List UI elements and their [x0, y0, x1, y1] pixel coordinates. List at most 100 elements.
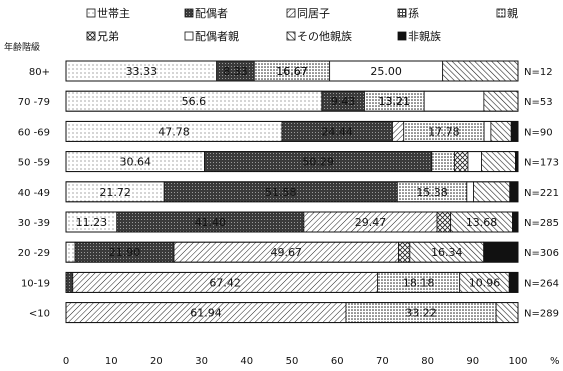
bar-segment-7-8	[508, 271, 519, 293]
n-label-0: N=12	[524, 67, 553, 78]
n-label-6: N=306	[524, 248, 559, 259]
data-label-1-2: 13.21	[379, 95, 411, 108]
bar-outline-6	[65, 241, 519, 263]
bar-segment-6-5	[398, 241, 411, 263]
bar-segment-5-5	[436, 211, 452, 233]
legend-label-7: その他親族	[297, 29, 352, 43]
bar-segment-2-6	[483, 121, 492, 142]
bar-outline-7	[65, 271, 519, 293]
legend-label-1: 配偶者	[195, 7, 228, 20]
legend-label-2: 同居子	[297, 7, 330, 20]
data-label-1-0: 56.6	[182, 95, 207, 108]
category-label-1: 70 -79	[18, 97, 50, 108]
bar-segment-5-8	[512, 211, 519, 233]
bar-outline-4	[65, 181, 519, 203]
bar-segment-1-7	[483, 90, 519, 112]
category-label-2: 60 -69	[18, 127, 50, 138]
data-label-0-2: 16.67	[276, 65, 308, 78]
x-tick-label-1: 10	[105, 356, 118, 367]
category-label-6: 20 -29	[18, 248, 50, 259]
x-axis-label: %	[550, 356, 560, 367]
legend-label-5: 兄弟	[97, 30, 119, 43]
data-label-2-1: 24.44	[321, 125, 353, 138]
legend-label-0: 世帯主	[97, 7, 130, 20]
x-tick-label-7: 70	[376, 356, 389, 367]
data-label-7-1: 18.18	[403, 276, 435, 289]
data-label-2-0: 47.78	[158, 125, 190, 138]
bar-outline-0	[65, 60, 519, 82]
data-label-6-0: 21.90	[109, 246, 141, 259]
legend-swatch-8	[397, 31, 407, 41]
data-label-6-2: 16.34	[431, 246, 463, 259]
bar-outline-5	[65, 211, 519, 233]
bar-outline-8	[65, 302, 519, 324]
legend-swatch-4	[496, 8, 506, 18]
category-label-7: 10-19	[21, 278, 50, 289]
data-label-1-1: 9.43	[331, 95, 356, 108]
x-tick-label-0: 0	[63, 356, 69, 367]
legend-swatch-0	[86, 8, 96, 18]
data-label-7-2: 10.96	[469, 276, 501, 289]
data-label-3-0: 30.64	[119, 156, 151, 169]
bar-segment-4-6	[466, 181, 475, 203]
legend-swatch-5	[86, 31, 96, 41]
data-label-5-2: 29.47	[355, 216, 387, 229]
data-label-8-1: 33.22	[405, 307, 437, 320]
bar-segment-3-5	[454, 151, 469, 173]
x-axis: 0 10 20 30 40 50 60 70 80 90 100	[63, 356, 528, 367]
x-tick-label-10: 100	[508, 356, 527, 367]
data-label-1-3: 13.21	[379, 95, 411, 108]
bar-outline-1	[65, 90, 519, 112]
bar-segment-6-0	[65, 241, 76, 263]
bar-outline-2	[65, 120, 519, 142]
x-tick-label-4: 40	[240, 356, 253, 367]
data-label-0-3: 25.00	[370, 65, 402, 78]
data-label-5-3: 13.68	[466, 216, 498, 229]
data-label-5-1: 41.40	[195, 216, 227, 229]
category-label-4: 40 -49	[18, 188, 50, 199]
n-label-3: N=173	[524, 158, 559, 169]
n-label-1: N=53	[524, 97, 553, 108]
bar-segment-3-6	[467, 151, 482, 173]
data-label-8-0: 61.94	[190, 307, 222, 320]
data-label-0-0: 33.33	[126, 65, 158, 78]
data-label-0-4: 16.67	[276, 65, 308, 78]
n-label-4: N=221	[524, 188, 559, 199]
data-label-4-1: 51.58	[265, 186, 297, 199]
n-label-5: N=285	[524, 218, 559, 229]
bar-segment-6-8	[483, 241, 519, 263]
data-label-6-1: 49.67	[271, 246, 303, 259]
bar-segment-2-8	[510, 121, 519, 142]
category-label-8: <10	[29, 309, 50, 320]
n-label-8: N=289	[524, 309, 559, 320]
data-label-3-1: 50.29	[302, 156, 334, 169]
legend-label-3: 孫	[408, 7, 419, 20]
data-label-4-0: 21.72	[99, 186, 131, 199]
data-label-4-2: 15.38	[416, 186, 448, 199]
bar-segment-4-7	[473, 181, 511, 203]
x-tick-label-9: 90	[466, 356, 479, 367]
n-labels: N=12 N=53 N=90 N=173 N=221 N=285 N=306 N=264 N=2…	[524, 67, 559, 320]
bar-segment-3-7	[481, 151, 516, 173]
category-label-3: 50 -59	[18, 158, 50, 169]
bar-outline-3	[65, 151, 519, 173]
bar-segment-7-1	[65, 271, 74, 293]
category-label-5: 30 -39	[18, 218, 50, 229]
legend-label-4: 親	[507, 7, 518, 20]
bar-segment-4-8	[509, 181, 519, 203]
n-label-2: N=90	[524, 127, 553, 138]
bar-segment-1-6	[423, 90, 485, 112]
bar-segment-0-7	[442, 60, 519, 82]
bar-segment-2-2	[392, 121, 405, 142]
x-tick-label-3: 30	[195, 356, 208, 367]
y-axis-label: 年齢階級	[4, 41, 40, 53]
data-label-5-0: 11.23	[76, 216, 108, 229]
category-label-0: 80+	[29, 67, 50, 78]
legend-label-8: 非親族	[408, 29, 441, 43]
bar-segment-2-7	[490, 121, 512, 142]
legend-swatch-6	[184, 31, 194, 41]
data-label-7-0: 67.42	[209, 276, 241, 289]
x-tick-label-8: 80	[421, 356, 434, 367]
